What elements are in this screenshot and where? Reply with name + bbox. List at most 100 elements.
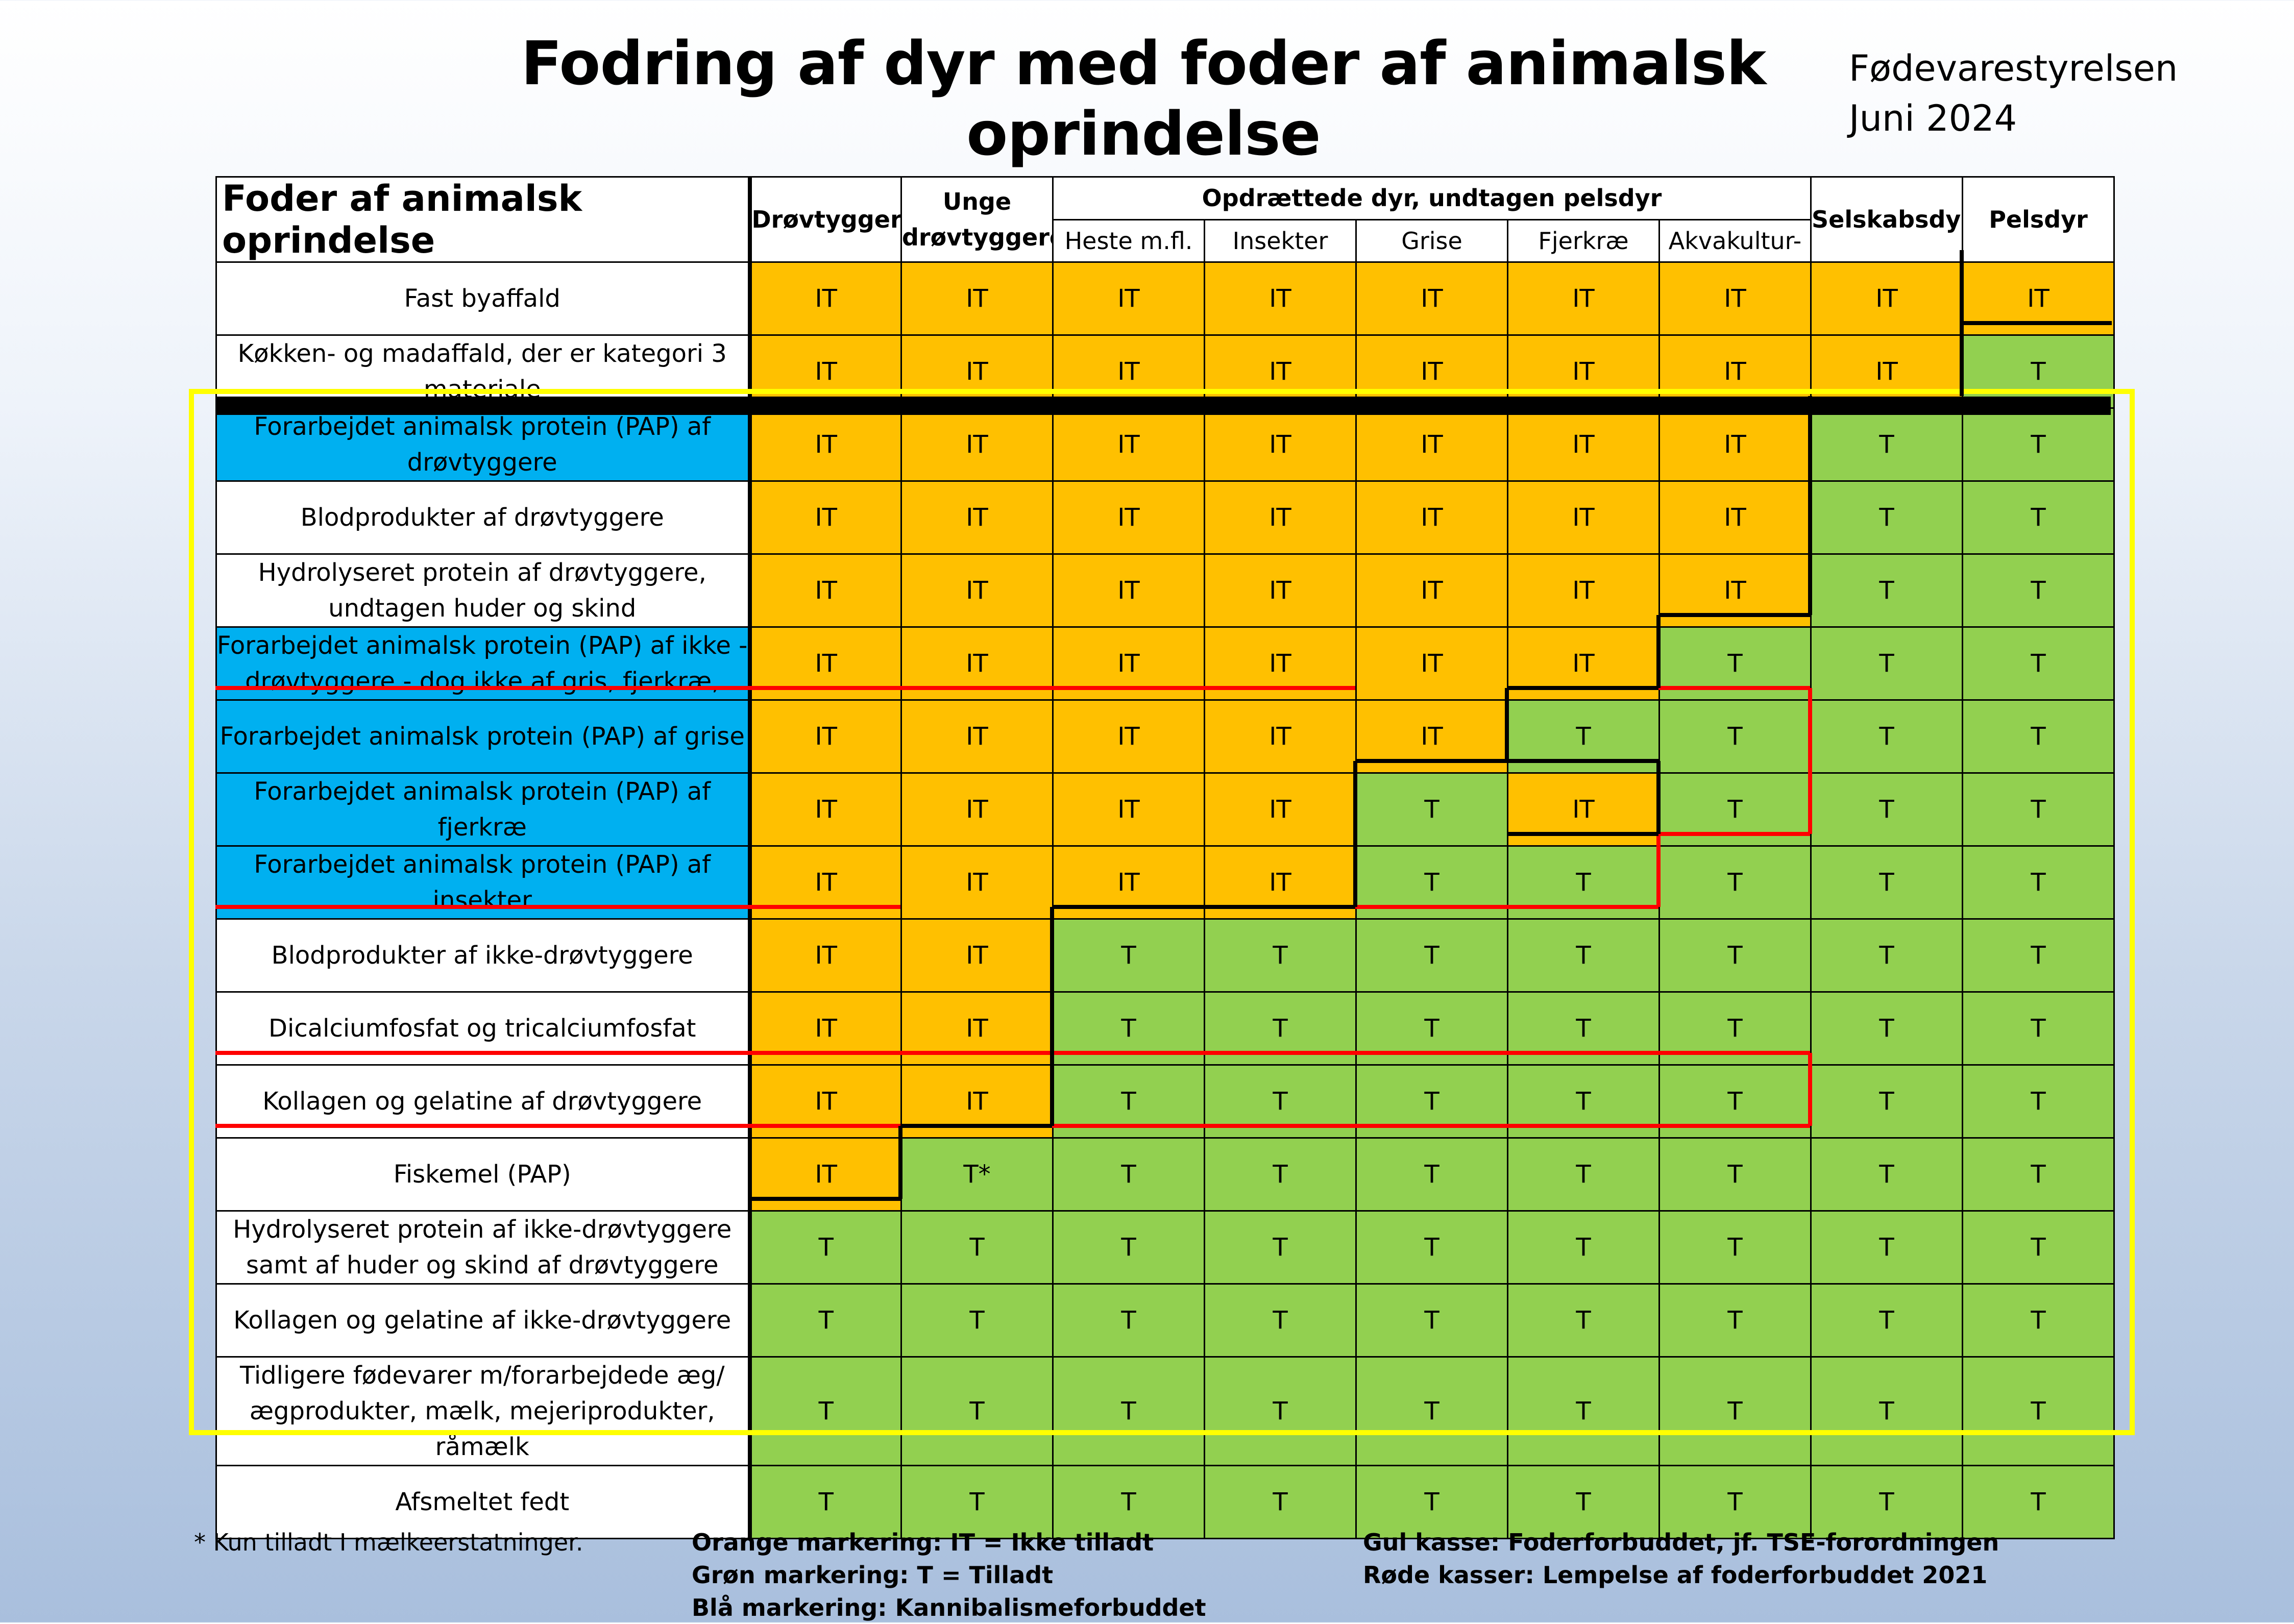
permission-cell: IT [1810,334,1964,409]
red-box-line [215,905,900,909]
permission-cell: T [1810,845,1964,920]
permission-cell: T* [900,1137,1054,1212]
permission-cell: T [1355,772,1508,847]
it-t-boundary [1507,759,1658,763]
it-t-boundary [1507,686,1658,690]
permission-cell: T [1962,626,2115,701]
permission-cell: IT [1204,480,1357,555]
permission-cell: T [1658,1356,1812,1466]
it-t-boundary [1507,832,1658,836]
permission-cell: T [1658,699,1812,774]
table-row: Køkken- og madaffald, der er kategori 3 … [215,334,2115,409]
table-row: Forarbejdet animalsk protein (PAP) af dr… [215,407,2115,482]
permission-cell: T [1810,626,1964,701]
permission-cell: IT [1355,334,1508,409]
permission-cell: IT [747,699,902,774]
column-header-akvakultur: Akvakultur- [1658,218,1812,263]
permission-cell: T [1052,1283,1205,1358]
permission-cell: T [900,1465,1054,1539]
permission-cell: IT [747,334,902,409]
permission-cell: T [1962,1283,2115,1358]
permission-cell: T [900,1283,1054,1358]
permission-cell: IT [1052,407,1205,482]
permission-cell: IT [1658,407,1812,482]
table-row: Tidligere fødevarer m/forarbejdede æg/ æ… [215,1356,2115,1466]
row-label: Fast byaffald [215,261,750,336]
permission-cell: IT [1507,480,1660,555]
permission-cell: T [900,1356,1054,1466]
permission-cell: T [1810,1283,1964,1358]
it-t-boundary [1962,321,2112,325]
permission-cell: T [1052,1137,1205,1212]
permission-cell: IT [1204,699,1357,774]
red-box-line [215,1051,1810,1055]
legend-orange: Orange markering: IT = Ikke tilladt [692,1529,1154,1556]
permission-cell: T [1355,918,1508,993]
red-box-line [1204,905,1658,909]
permission-cell: T [1962,772,2115,847]
permission-cell: T [747,1465,902,1539]
legend-yellow-box: Gul kasse: Foderforbuddet, jf. TSE-foror… [1363,1529,1999,1556]
permission-cell: T [1204,1210,1357,1285]
row-label: Fiskemel (PAP) [215,1137,750,1212]
permission-cell: T [1052,1356,1205,1466]
permission-cell: T [1810,407,1964,482]
column-group-header-farmed-animals: Opdrættede dyr, undtagen pelsdyr [1052,176,1812,220]
it-t-boundary [1050,907,1054,1126]
permission-cell: T [1810,918,1964,993]
permission-cell: IT [900,407,1054,482]
it-t-boundary [1960,250,1964,323]
footnote: * Kun tilladt I mælkeerstatninger. [194,1529,583,1556]
legend-left: Orange markering: IT = Ikke tilladt Grøn… [692,1526,1206,1624]
table-row: Hydrolyseret protein af ikke-drøvtyggere… [215,1210,2115,1285]
permission-cell: T [1507,1137,1660,1212]
permission-cell: IT [1052,480,1205,555]
legend-red-boxes: Røde kasser: Lempelse af foderforbuddet … [1363,1561,1988,1589]
permission-cell: IT [1204,407,1357,482]
permission-cell: T [1204,1137,1357,1212]
column-header-selskabsdyr: Selskabsdyr [1810,176,1964,263]
organization-name: Fødevarestyrelsen [1849,47,2178,89]
table-row: Afsmeltet fedt T T T T T T T T T [215,1465,2115,1539]
permission-cell: T [1962,1356,2115,1466]
permission-cell: IT [900,699,1054,774]
permission-cell: T [1507,1465,1660,1539]
permission-cell: IT [1204,334,1357,409]
permission-cell: T [1355,1210,1508,1285]
permission-cell: T [1355,1356,1508,1466]
it-t-boundary [1505,688,1509,761]
permission-cell: T [1052,918,1205,993]
it-t-boundary [1355,759,1507,763]
permission-cell: T [1962,1137,2115,1212]
permission-cell: T [900,1210,1054,1285]
row-label: Forarbejdet animalsk protein (PAP) af fj… [215,772,750,847]
red-box-line [215,686,1355,690]
permission-cell: T [1658,845,1812,920]
legend-green: Grøn markering: T = Tilladt [692,1561,1054,1589]
publisher-info: Fødevarestyrelsen Juni 2024 [1849,43,2178,143]
red-box-line [1808,688,1812,834]
it-t-boundary [749,1197,900,1201]
it-t-boundary [900,1124,1052,1128]
row-label: Kollagen og gelatine af ikke-drøvtyggere [215,1283,750,1358]
permission-cell: T [1810,1137,1964,1212]
permission-cell: T [1507,1210,1660,1285]
page-title: Fodring af dyr med foder af animalsk opr… [521,28,1767,169]
permission-cell: IT [1507,334,1660,409]
permission-cell: IT [1052,334,1205,409]
permission-cell: T [1962,334,2115,409]
row-label: Blodprodukter af drøvtyggere [215,480,750,555]
column-header-fjerkrae: Fjerkræ [1507,218,1660,263]
permission-cell: T [1810,480,1964,555]
permission-cell: T [1962,1465,2115,1539]
permission-cell: T [1658,1465,1812,1539]
permission-cell: T [747,1283,902,1358]
permission-cell: T [1355,1283,1508,1358]
permission-cell: T [1810,1465,1964,1539]
table-row: Forarbejdet animalsk protein (PAP) af gr… [215,699,2115,774]
permission-cell: IT [900,772,1054,847]
it-t-boundary [1656,761,1661,834]
row-label: Tidligere fødevarer m/forarbejdede æg/ æ… [215,1356,750,1466]
permission-cell: IT [1810,261,1964,336]
table-row: Hydrolyseret protein af drøvtyggere, und… [215,553,2115,628]
